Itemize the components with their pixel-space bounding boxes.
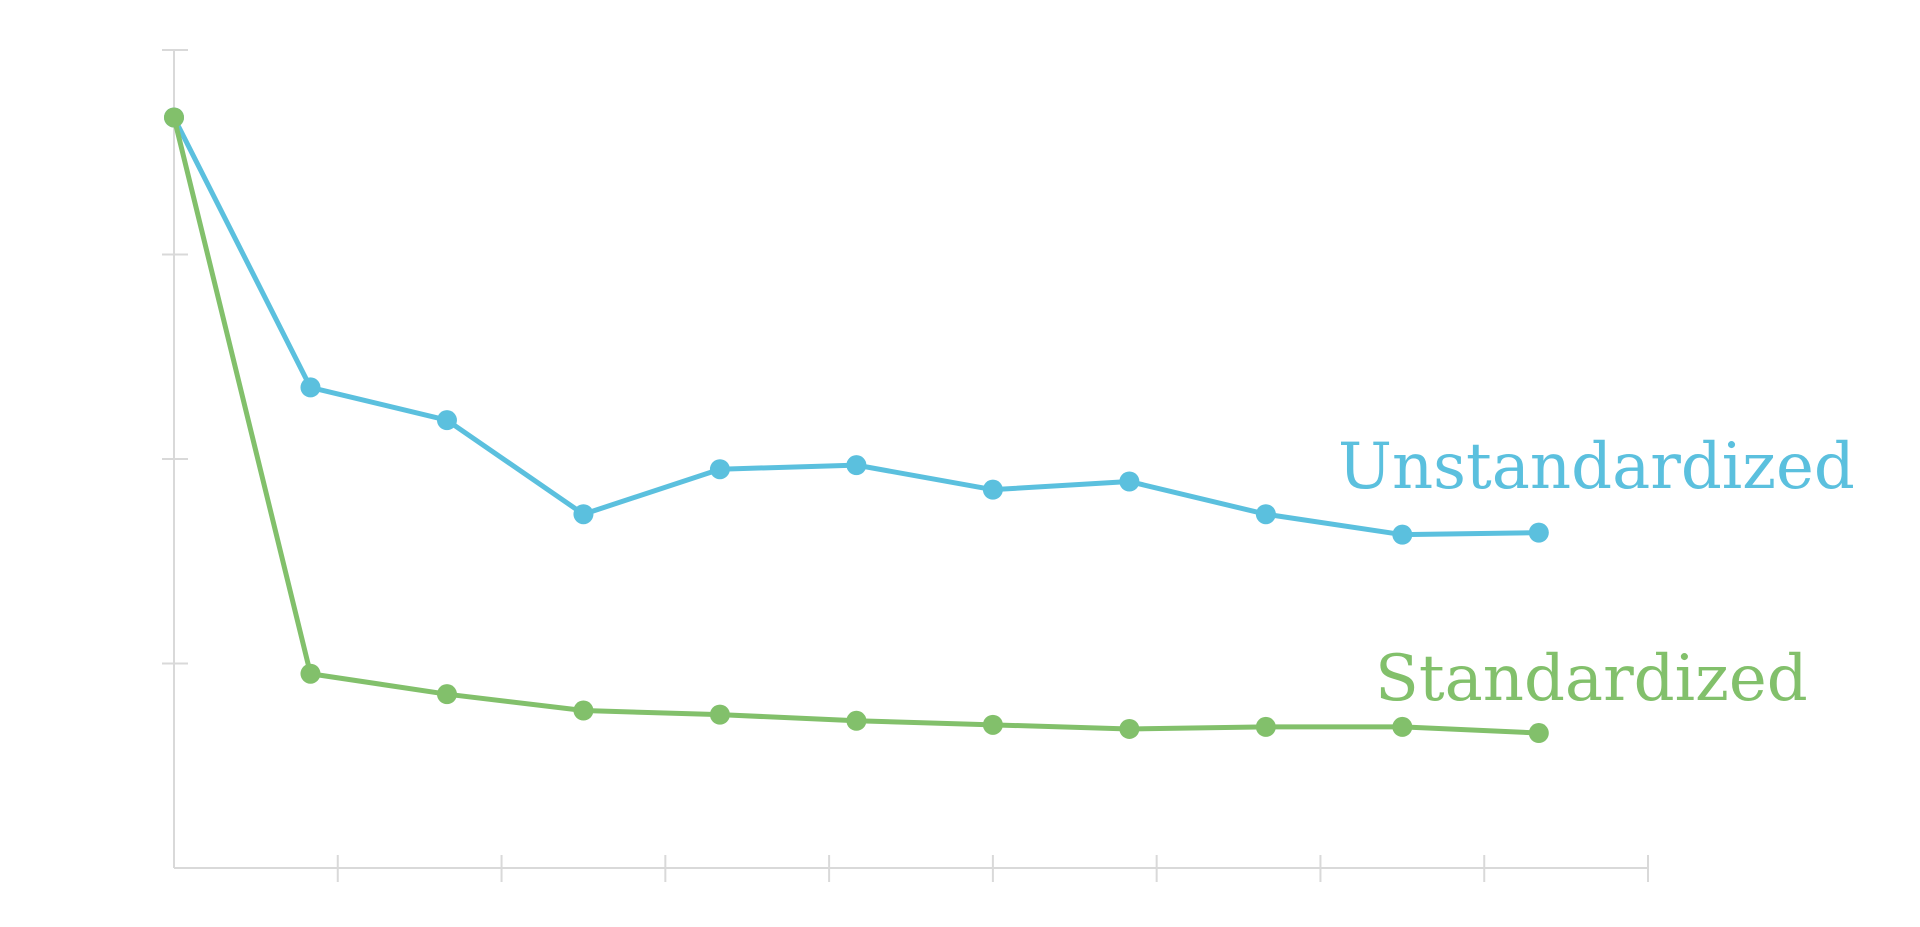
data-point-standardized-10 xyxy=(1528,723,1549,744)
data-point-standardized-4 xyxy=(709,704,730,725)
data-point-unstandardized-8 xyxy=(1255,504,1276,525)
data-point-standardized-7 xyxy=(1119,718,1140,739)
data-point-unstandardized-10 xyxy=(1528,522,1549,543)
data-point-standardized-3 xyxy=(573,700,594,721)
data-point-unstandardized-4 xyxy=(709,459,730,480)
data-point-standardized-5 xyxy=(846,710,867,731)
y-axis-ticks xyxy=(162,253,188,665)
data-point-standardized-8 xyxy=(1255,716,1276,737)
data-point-unstandardized-6 xyxy=(982,479,1003,500)
data-point-unstandardized-9 xyxy=(1392,524,1413,545)
data-point-unstandardized-7 xyxy=(1119,471,1140,492)
series-label-standardized: Standardized xyxy=(1375,642,1808,716)
data-point-standardized-1 xyxy=(300,663,321,684)
series-label-unstandardized: Unstandardized xyxy=(1338,430,1855,504)
data-point-unstandardized-3 xyxy=(573,504,594,525)
series-line-standardized xyxy=(171,114,1542,736)
data-point-unstandardized-2 xyxy=(436,410,457,431)
data-point-unstandardized-5 xyxy=(846,455,867,476)
data-point-standardized-9 xyxy=(1392,716,1413,737)
data-point-standardized-2 xyxy=(436,684,457,705)
chart-axes xyxy=(162,49,1649,882)
data-point-standardized-0 xyxy=(164,107,184,128)
series-standardized xyxy=(164,107,1549,744)
data-point-unstandardized-1 xyxy=(300,377,321,398)
x-axis-ticks xyxy=(336,855,1486,882)
data-point-standardized-6 xyxy=(982,714,1003,735)
series-layer xyxy=(164,107,1549,744)
